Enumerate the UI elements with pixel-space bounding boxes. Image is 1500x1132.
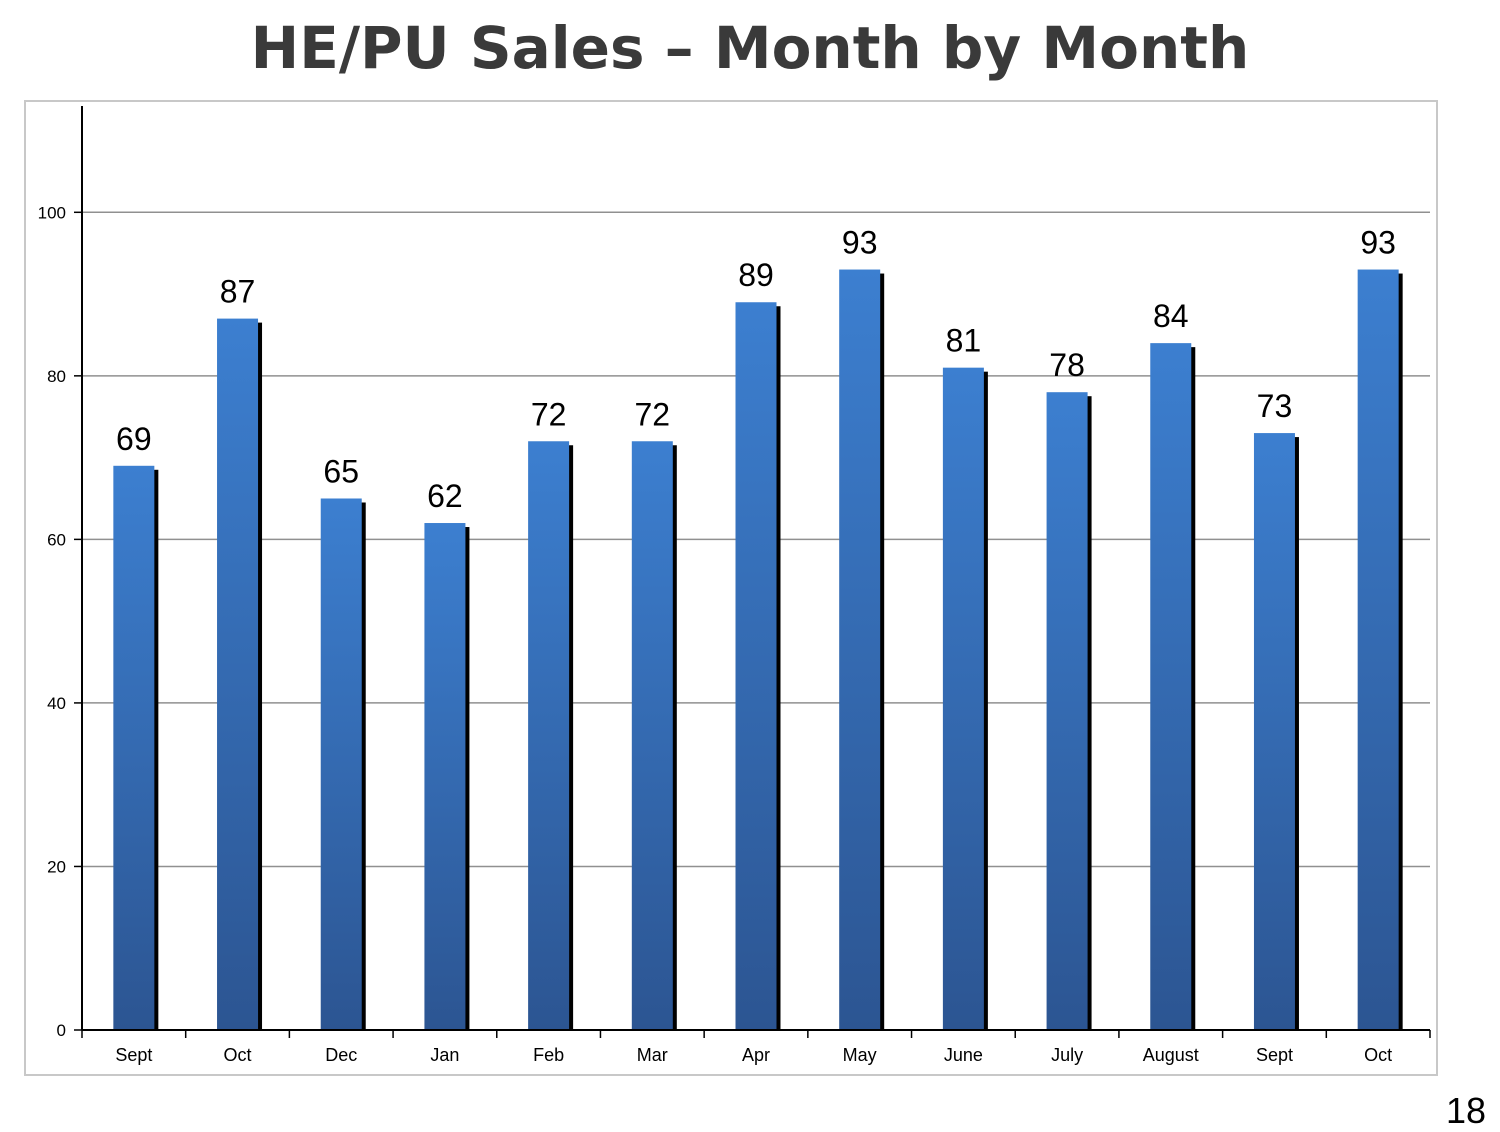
bar — [217, 318, 259, 1030]
bar — [320, 498, 362, 1030]
x-tick-label: Sept — [1256, 1045, 1293, 1065]
x-tick-label: June — [944, 1045, 983, 1065]
data-label: 84 — [1153, 298, 1189, 334]
y-axis-ticks: 0 20 40 60 80 100 — [38, 203, 82, 1040]
data-label: 87 — [220, 274, 256, 310]
data-label: 72 — [635, 396, 671, 432]
bar — [1150, 343, 1192, 1030]
chart-frame: 0 20 40 60 80 100 69 87 65 62 72 72 89 93 81 78 84 73 93 … — [24, 100, 1438, 1076]
bar — [631, 441, 673, 1031]
data-label: 72 — [531, 396, 567, 432]
x-tick-label: Apr — [742, 1045, 770, 1065]
data-label: 78 — [1049, 347, 1085, 383]
x-tick-label: Oct — [224, 1045, 252, 1065]
slide-title: HE/PU Sales – Month by Month — [250, 14, 1250, 82]
bar — [1253, 433, 1295, 1030]
y-tick-label: 80 — [47, 367, 66, 386]
y-tick-label: 100 — [38, 203, 66, 222]
page-number: 18 — [1445, 1090, 1486, 1131]
y-tick-label: 20 — [47, 857, 66, 876]
data-label: 65 — [323, 453, 359, 489]
x-tick-label: Feb — [533, 1045, 564, 1065]
y-tick-label: 0 — [57, 1021, 66, 1040]
data-label: 62 — [427, 478, 463, 514]
bar — [113, 465, 155, 1030]
data-label: 89 — [738, 257, 774, 293]
axes — [81, 106, 1430, 1031]
data-label: 73 — [1257, 388, 1293, 424]
x-tick-label: Mar — [637, 1045, 668, 1065]
bars — [113, 269, 1403, 1031]
data-label: 81 — [946, 323, 982, 359]
bar — [1357, 269, 1399, 1031]
bar — [839, 269, 881, 1031]
bar — [735, 302, 777, 1030]
x-tick-label: Dec — [325, 1045, 357, 1065]
x-tick-label: July — [1051, 1045, 1083, 1065]
x-tick-label: May — [843, 1045, 877, 1065]
data-label: 69 — [116, 421, 152, 457]
y-tick-label: 40 — [47, 694, 66, 713]
data-label: 93 — [1360, 225, 1396, 261]
x-tick-label: Oct — [1364, 1045, 1392, 1065]
y-tick-label: 60 — [47, 530, 66, 549]
bar — [1046, 392, 1088, 1030]
data-label: 93 — [842, 225, 878, 261]
x-tick-label: August — [1143, 1045, 1199, 1065]
x-axis-ticks: Sept Oct Dec Jan Feb Mar Apr May June July August S… — [81, 1030, 1431, 1065]
x-tick-label: Sept — [115, 1045, 152, 1065]
bar — [528, 441, 570, 1031]
data-labels: 69 87 65 62 72 72 89 93 81 78 84 73 93 — [116, 225, 1396, 514]
bar — [942, 367, 984, 1031]
bar — [424, 523, 466, 1030]
x-tick-label: Jan — [430, 1045, 459, 1065]
